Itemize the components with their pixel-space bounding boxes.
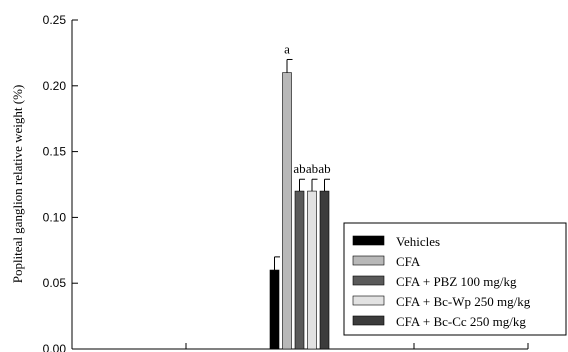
bar [269,269,280,350]
bar [319,190,330,350]
legend-swatch [352,295,385,306]
y-ticks: 0.00 0.05 0.10 0.15 0.20 0.25 [43,13,78,352]
bar [282,72,292,350]
legend: Vehicles CFA CFA + PBZ 100 mg/kg CFA + Bc-W… [343,222,567,336]
y-tick-label: 0.15 [43,145,67,159]
bar-significance-label: a [284,41,290,56]
legend-label: CFA + Bc-Cc 250 mg/kg [396,314,526,329]
bar-significance-label: ab [306,161,318,176]
bar-significance-label: ab [293,161,305,176]
y-tick-label: 0.25 [43,13,67,27]
bar [294,190,305,350]
y-tick-label: 0.20 [43,79,67,93]
y-tick-label: 0.10 [43,210,67,224]
legend-label: CFA + PBZ 100 mg/kg [396,274,517,289]
legend-swatch [352,255,385,266]
y-tick-label: 0.05 [43,276,67,290]
legend-label: CFA [396,254,421,269]
y-tick-label: 0.00 [43,342,67,352]
legend-swatch [352,235,385,246]
legend-label: CFA + Bc-Wp 250 mg/kg [396,294,531,309]
bar-significance-label: ab [318,161,330,176]
bar [307,190,317,350]
bars: a ab ab ab [269,41,331,350]
y-axis-label: Popliteal ganglion relative weight (%) [10,85,25,284]
legend-label: Vehicles [396,234,440,249]
legend-swatch [352,275,385,286]
legend-swatch [352,315,385,326]
